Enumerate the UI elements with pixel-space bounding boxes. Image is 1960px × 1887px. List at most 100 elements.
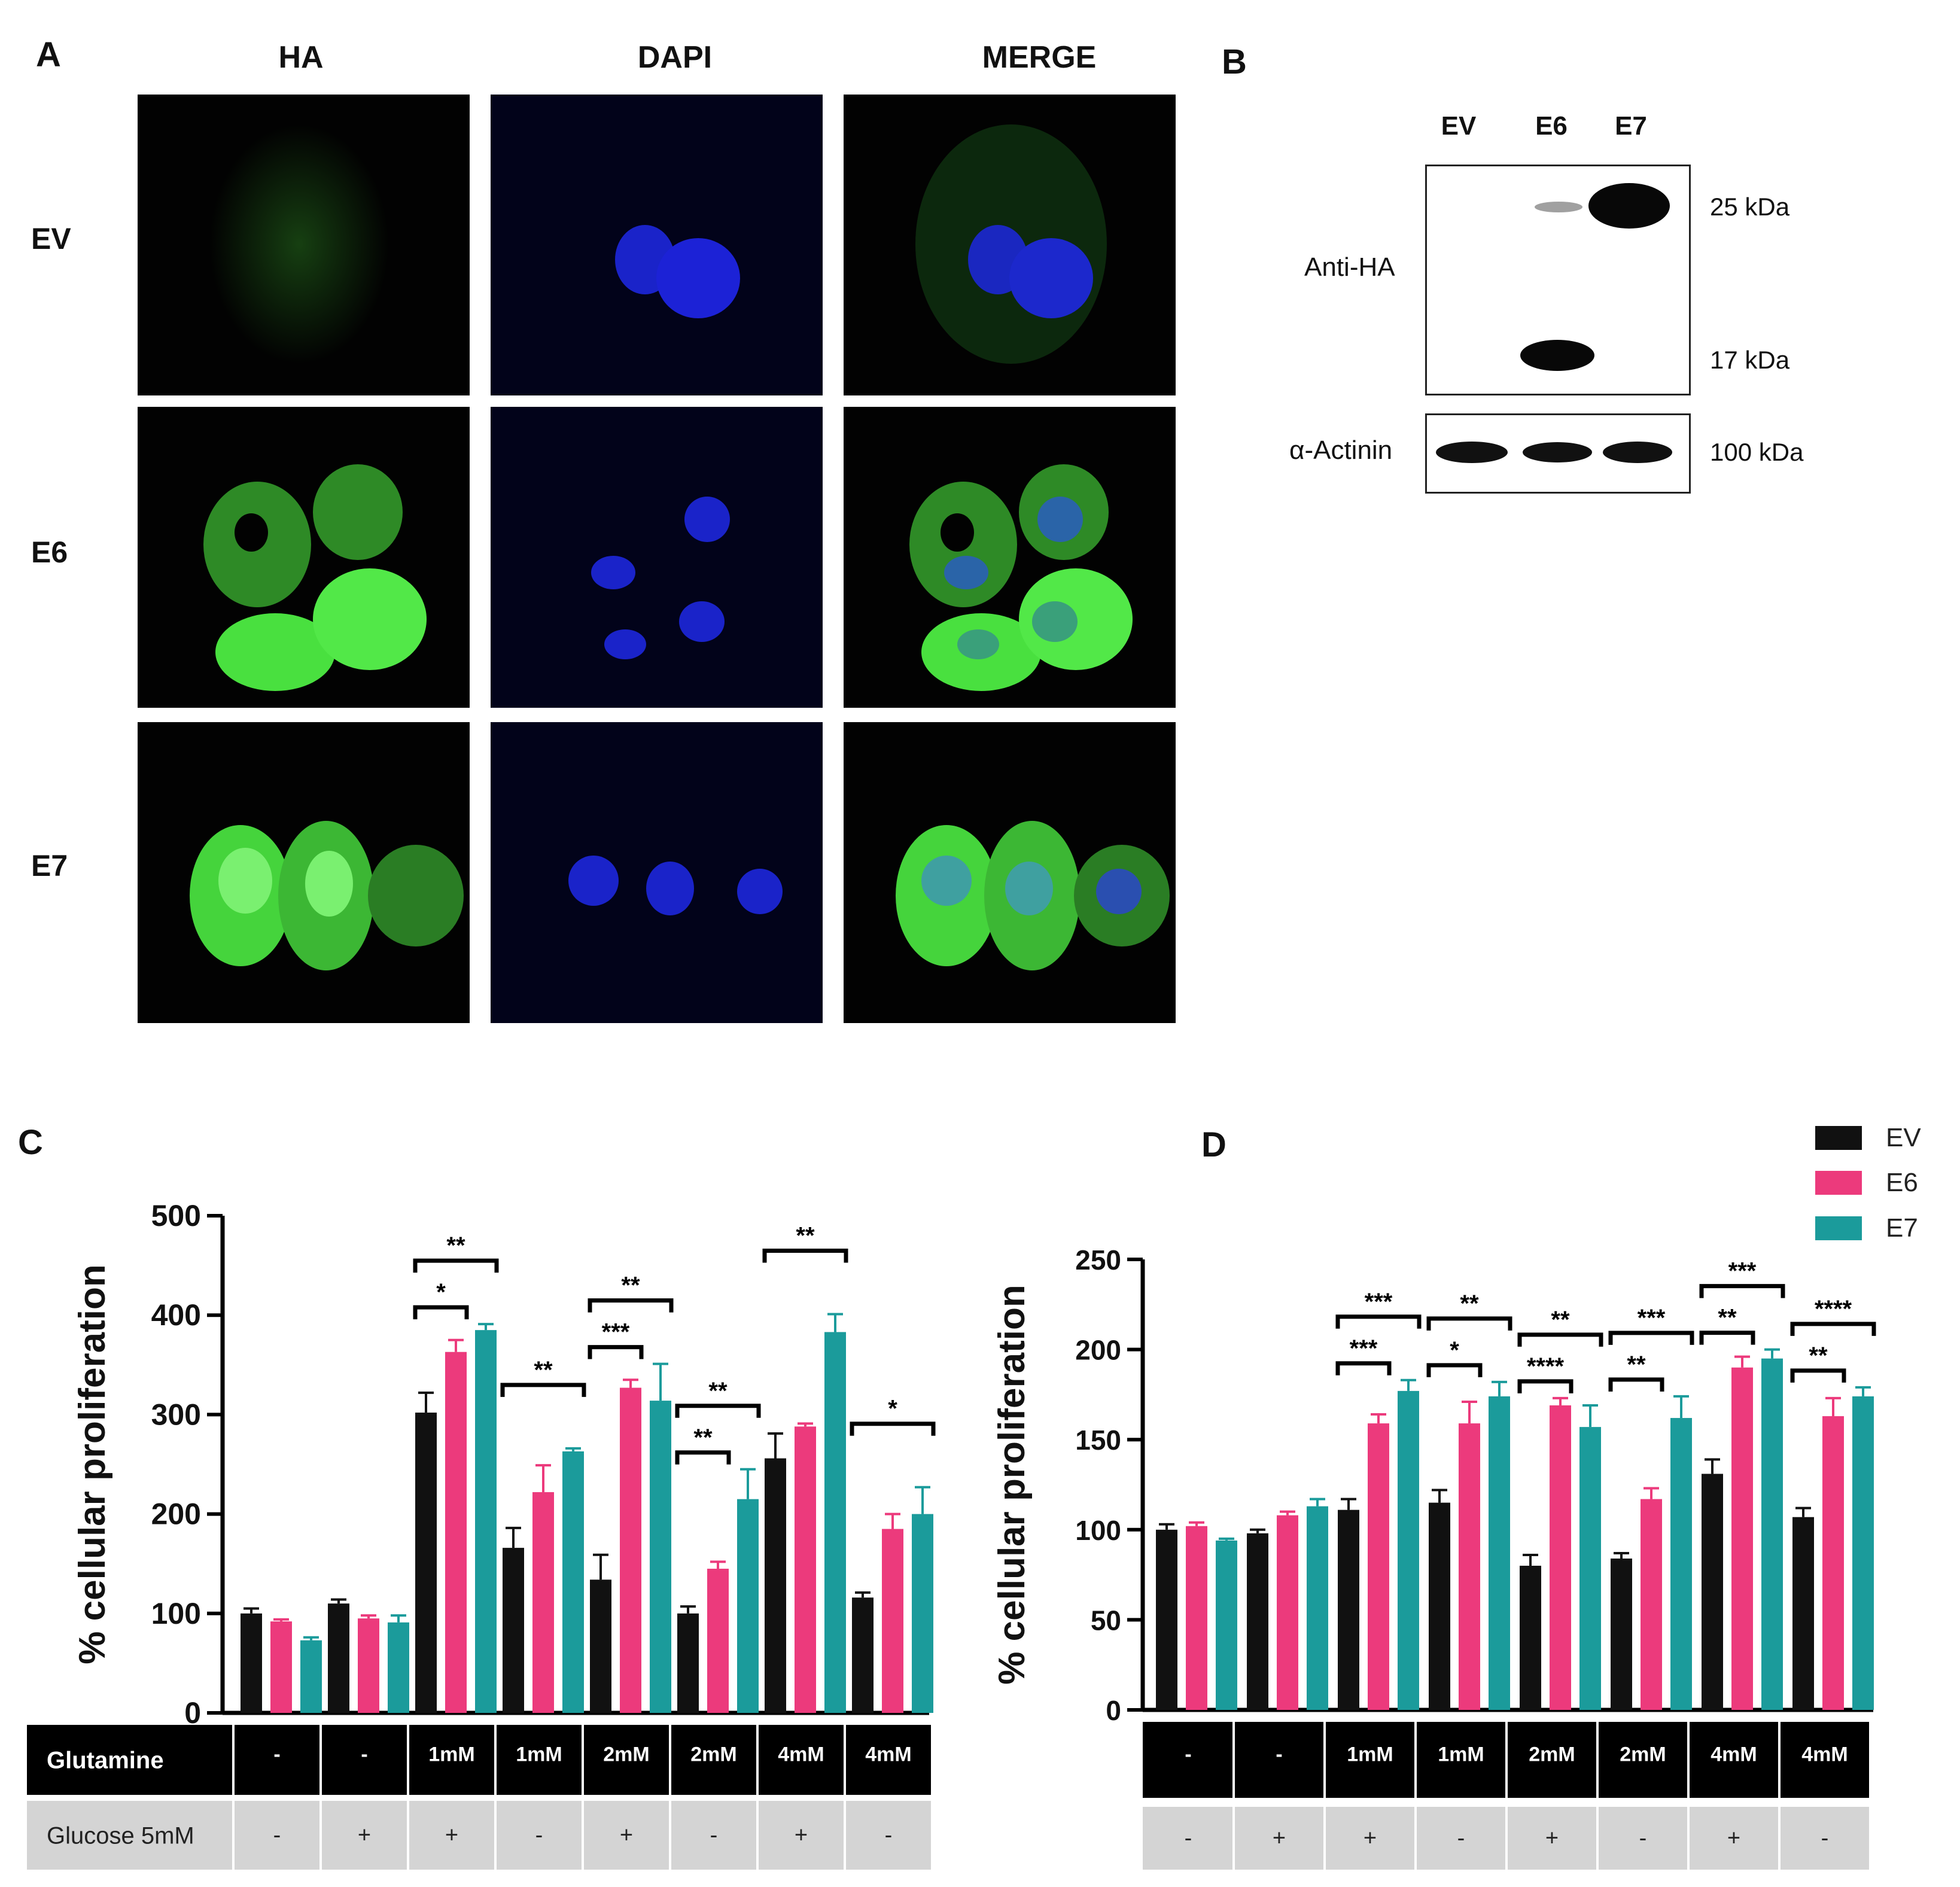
chart-d-significance-label: ***	[1728, 1258, 1757, 1285]
chart-d-significance-label: ***	[1350, 1335, 1378, 1362]
chart-d-y-tick-label: 50	[1091, 1605, 1121, 1636]
chart-d-bar-ev	[1338, 1509, 1359, 1710]
chart-d-significance-bracket	[1699, 1331, 1755, 1345]
micrograph-ev-ha	[138, 95, 470, 395]
chart-c-significance-bracket	[413, 1305, 469, 1320]
chart-c-bar-ev	[677, 1613, 699, 1713]
chart-d-significance-label: ****	[1815, 1296, 1852, 1322]
chart-c-significance-bracket	[588, 1298, 674, 1313]
chart-c-significance-label: **	[621, 1273, 640, 1299]
chart-d-significance-bracket	[1426, 1316, 1512, 1331]
chart-c-glutamine-cell: -	[361, 1743, 367, 1766]
chart-c-bar-ev	[415, 1413, 437, 1713]
chart-d-bar-e6	[1459, 1423, 1480, 1710]
chart-d-bar-ev	[1429, 1502, 1450, 1710]
chart-d-bar-e7	[1489, 1396, 1510, 1710]
chart-c-bar-e7	[388, 1622, 409, 1713]
chart-d-bar-e7	[1852, 1396, 1874, 1710]
chart-c-bar-ev	[852, 1597, 874, 1713]
chart-c-glucose-cell: -	[885, 1823, 893, 1848]
legend-swatch-e7	[1815, 1216, 1862, 1240]
mw-marker-17kda: 17 kDa	[1710, 346, 1790, 374]
chart-c-bar-e7	[475, 1330, 497, 1713]
chart-d-significance-bracket	[1517, 1332, 1603, 1347]
chart-d-significance-label: **	[1809, 1343, 1828, 1369]
chart-c-glutamine-cell: 1mM	[428, 1743, 474, 1766]
micrograph-e7-merge	[844, 722, 1176, 1023]
chart-c-glucose-cell: -	[710, 1823, 718, 1848]
chart-d-glutamine-cell: 1mM	[1438, 1743, 1484, 1766]
chart-c-glutamine-row	[27, 1725, 932, 1795]
panel-b-letter: B	[1222, 42, 1247, 81]
chart-c-glutamine-cell: 1mM	[516, 1743, 562, 1766]
chart-c-significance-label: ***	[602, 1319, 630, 1346]
chart-d-glutamine-cell: 4mM	[1711, 1743, 1757, 1766]
micrograph-e6-dapi	[491, 407, 823, 708]
chart-c-glucose-cell: +	[445, 1823, 458, 1848]
chart-c-bar-e7	[562, 1451, 584, 1713]
panel-a-letter: A	[36, 35, 61, 74]
micrograph-e7-ha	[138, 722, 470, 1023]
chart-c-significance-label: **	[446, 1232, 465, 1259]
antibody-label-alpha-actinin: α-Actinin	[1289, 436, 1393, 465]
chart-c-bar-e7	[912, 1514, 933, 1713]
chart-d-glucose-cell: +	[1727, 1826, 1740, 1851]
chart-d-y-tick-label: 100	[1075, 1515, 1121, 1546]
chart-d-glucose-cell: -	[1821, 1826, 1829, 1851]
chart-d-bar-e6	[1368, 1423, 1389, 1710]
chart-c-y-tick-label: 300	[151, 1398, 201, 1431]
chart-d-bar-ev	[1156, 1529, 1177, 1710]
micrograph-ev-dapi	[491, 95, 823, 395]
chart-d-significance-bracket	[1335, 1361, 1392, 1375]
chart-d-glutamine-cell: -	[1185, 1743, 1191, 1766]
chart-c-bar-e6	[270, 1621, 292, 1713]
chart-d-bar-e7	[1579, 1427, 1601, 1710]
chart-c-significance-bracket	[413, 1258, 499, 1273]
micrograph-e6-merge	[844, 407, 1176, 708]
row-header-ev: EV	[31, 222, 71, 255]
chart-d-significance-label: ***	[1638, 1305, 1666, 1331]
chart-d-y-tick-label: 150	[1075, 1425, 1121, 1456]
panel-d-letter: D	[1201, 1125, 1226, 1164]
chart-c-significance-bracket	[850, 1422, 936, 1436]
panel-c-letter: C	[18, 1123, 43, 1162]
chart-c-significance-label: *	[436, 1279, 446, 1305]
column-header-ha: HA	[278, 40, 324, 75]
mw-marker-100kda: 100 kDa	[1710, 438, 1804, 466]
chart-d-y-tick-label: 200	[1075, 1335, 1121, 1366]
chart-d-significance-bracket	[1426, 1363, 1483, 1377]
chart-d-glucose-cell: +	[1364, 1826, 1377, 1851]
chart-d-significance-bracket	[1790, 1368, 1846, 1383]
chart-c-significance-bracket	[588, 1345, 644, 1359]
chart-c-bar-e7	[650, 1401, 671, 1713]
chart-d-bar-ev	[1520, 1566, 1541, 1710]
row-header-e7: E7	[31, 849, 68, 882]
chart-c-significance-label: **	[534, 1357, 553, 1383]
legend-item-ev: EV	[1815, 1123, 1921, 1153]
legend-item-e6: E6	[1815, 1168, 1918, 1198]
chart-c-glutamine-label: Glutamine	[47, 1748, 164, 1774]
chart-d-bar-e6	[1277, 1515, 1298, 1710]
chart-c-bar-ev	[590, 1579, 611, 1713]
chart-d-glucose-cell: -	[1185, 1826, 1192, 1851]
chart-d-significance-label: **	[1718, 1305, 1737, 1331]
micrograph-e7-dapi	[491, 722, 823, 1023]
chart-c-bar-e6	[707, 1569, 729, 1713]
chart-c-glucose-cell: +	[795, 1823, 808, 1848]
chart-d-bar-ev	[1702, 1474, 1723, 1710]
chart-c-bar-e6	[882, 1529, 903, 1713]
chart-d-significance-bracket	[1790, 1322, 1876, 1336]
chart-d-bar-e7	[1670, 1418, 1692, 1710]
lane-label-e6: E6	[1535, 111, 1568, 141]
chart-d-significance-bracket	[1517, 1379, 1574, 1393]
chart-d-significance-bracket	[1335, 1314, 1422, 1329]
antibody-label-anti-ha: Anti-HA	[1304, 252, 1395, 282]
chart-c-glutamine-cell: 2mM	[603, 1743, 649, 1766]
chart-d-bar-e6	[1186, 1526, 1207, 1710]
chart-c-significance-label: **	[796, 1223, 815, 1249]
chart-c-glucose-cell: +	[358, 1823, 371, 1848]
chart-c-glutamine-cell: 4mM	[778, 1743, 824, 1766]
chart-d-significance-bracket	[1699, 1284, 1785, 1298]
chart-d-bar-e7	[1216, 1540, 1237, 1710]
